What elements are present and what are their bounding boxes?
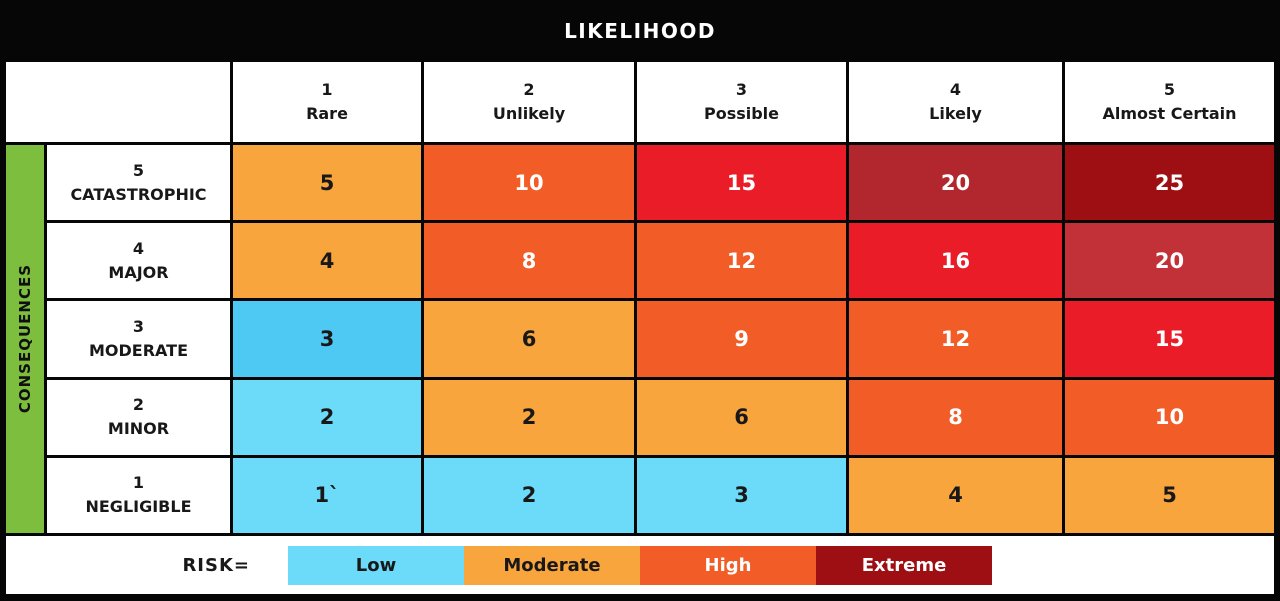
matrix-cell: 15 xyxy=(637,145,846,221)
column-header-possible: 3 Possible xyxy=(637,62,846,142)
column-number: 3 xyxy=(735,80,748,99)
row-header-minor: 2 MINOR xyxy=(47,379,230,455)
column-header-unlikely: 2 Unlikely xyxy=(424,62,634,142)
row-number: 1 xyxy=(132,473,145,493)
matrix-cell: 16 xyxy=(849,223,1062,299)
matrix-cell: 10 xyxy=(1065,379,1274,455)
row-number: 3 xyxy=(132,316,145,336)
matrix-cell: 3 xyxy=(233,301,421,377)
row-header-major: 4 MAJOR xyxy=(47,223,230,299)
legend-label: RISK= xyxy=(182,554,250,576)
matrix-cell: 5 xyxy=(233,145,421,221)
legend-swatch-extreme: Extreme xyxy=(816,545,992,585)
row-label: NEGLIGIBLE xyxy=(85,497,192,517)
matrix-cell: 6 xyxy=(424,301,634,377)
column-number: 1 xyxy=(321,80,333,99)
likelihood-axis-title: LIKELIHOOD xyxy=(564,19,716,43)
column-label: Unlikely xyxy=(492,104,566,123)
matrix-cell: 2 xyxy=(424,379,634,455)
matrix-cell: 9 xyxy=(637,301,846,377)
matrix-cell: 6 xyxy=(637,379,846,455)
row-header-catastrophic: 5 CATASTROPHIC xyxy=(47,145,230,221)
matrix-cell: 2 xyxy=(233,379,421,455)
row-label: MAJOR xyxy=(108,262,169,282)
column-number: 2 xyxy=(523,80,535,99)
matrix-cell: 25 xyxy=(1065,145,1274,221)
matrix-cell: 20 xyxy=(849,145,1062,221)
consequences-axis-label: CONSEQUENCES xyxy=(16,264,34,414)
matrix-grid: 1 Rare 2 Unlikely 3 Possible 4 Likely 5 … xyxy=(6,62,1274,533)
column-number: 5 xyxy=(1163,80,1176,99)
matrix-cell: 1` xyxy=(233,457,421,533)
column-header-almost-certain: 5 Almost Certain xyxy=(1065,62,1274,142)
column-label: Possible xyxy=(703,104,780,123)
column-label: Almost Certain xyxy=(1102,104,1237,123)
row-number: 2 xyxy=(132,395,145,415)
consequences-axis-bar: CONSEQUENCES xyxy=(6,145,44,533)
row-label: MINOR xyxy=(107,419,170,439)
matrix-cell: 8 xyxy=(424,223,634,299)
row-label: MODERATE xyxy=(88,340,189,360)
row-header-moderate: 3 MODERATE xyxy=(47,301,230,377)
matrix-cell: 10 xyxy=(424,145,634,221)
matrix-cell: 20 xyxy=(1065,223,1274,299)
row-number: 4 xyxy=(132,238,145,258)
column-header-rare: 1 Rare xyxy=(233,62,421,142)
matrix-cell: 2 xyxy=(424,457,634,533)
matrix-cell: 3 xyxy=(637,457,846,533)
column-header-likely: 4 Likely xyxy=(849,62,1062,142)
risk-legend: RISK= Low Moderate High Extreme xyxy=(6,536,1274,594)
matrix-cell: 5 xyxy=(1065,457,1274,533)
column-label: Rare xyxy=(306,104,348,123)
row-number: 5 xyxy=(132,160,145,180)
matrix-cell: 4 xyxy=(849,457,1062,533)
corner-cell xyxy=(6,62,230,142)
legend-swatch-low: Low xyxy=(288,545,464,585)
matrix-cell: 12 xyxy=(637,223,846,299)
row-header-negligible: 1 NEGLIGIBLE xyxy=(47,457,230,533)
legend-swatch-moderate: Moderate xyxy=(464,545,640,585)
matrix-cell: 4 xyxy=(233,223,421,299)
column-number: 4 xyxy=(949,80,962,99)
matrix-cell: 12 xyxy=(849,301,1062,377)
column-label: Likely xyxy=(929,104,982,123)
legend-swatches: Low Moderate High Extreme xyxy=(288,545,992,585)
row-label: CATASTROPHIC xyxy=(70,184,207,204)
matrix-cell: 8 xyxy=(849,379,1062,455)
legend-swatch-high: High xyxy=(640,545,816,585)
matrix-cell: 15 xyxy=(1065,301,1274,377)
